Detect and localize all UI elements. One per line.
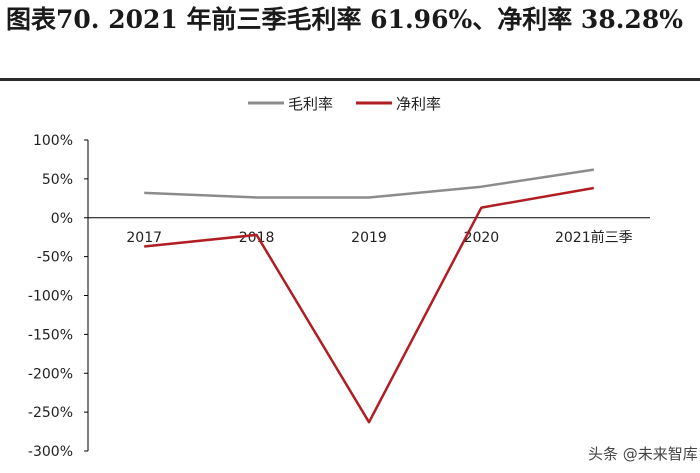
series-line-net-margin [144, 186, 595, 424]
series-line-gross-margin [144, 168, 594, 199]
legend-label-gross-margin: 毛利率 [288, 95, 333, 113]
y-tick-label: -100% [28, 289, 73, 305]
legend-label-net-margin: 净利率 [396, 95, 441, 113]
figure-title: 图表70. 2021 年前三季毛利率 61.96%、净利率 38.28% [6, 5, 683, 34]
y-tick-labels: 100% 50% 0% -50% -100% -150% -200% -250% -300% [28, 133, 73, 460]
y-tick-label: -50% [37, 250, 73, 266]
watermark: 头条 @未来智库 [588, 445, 698, 463]
legend: 毛利率 净利率 [248, 95, 441, 113]
x-tick-label: 2019 [351, 230, 387, 246]
y-tick-label: -200% [28, 366, 73, 382]
x-tick-label: 2017 [126, 230, 162, 246]
y-tick-label: -150% [28, 327, 73, 343]
y-tick-label: -300% [28, 444, 73, 460]
x-tick-label: 2020 [464, 230, 500, 246]
axes [84, 139, 650, 452]
x-tick-labels: 2017 2018 2019 2020 2021前三季 [126, 229, 632, 246]
y-tick-label: 100% [33, 133, 73, 149]
y-tick-label: 50% [42, 172, 73, 188]
y-tick-label: -250% [28, 405, 73, 421]
x-tick-label: 2021前三季 [555, 229, 633, 246]
x-tick-label: 2018 [239, 230, 275, 246]
series-lines [144, 168, 595, 424]
title-divider [0, 78, 700, 81]
y-tick-label: 0% [51, 211, 73, 227]
